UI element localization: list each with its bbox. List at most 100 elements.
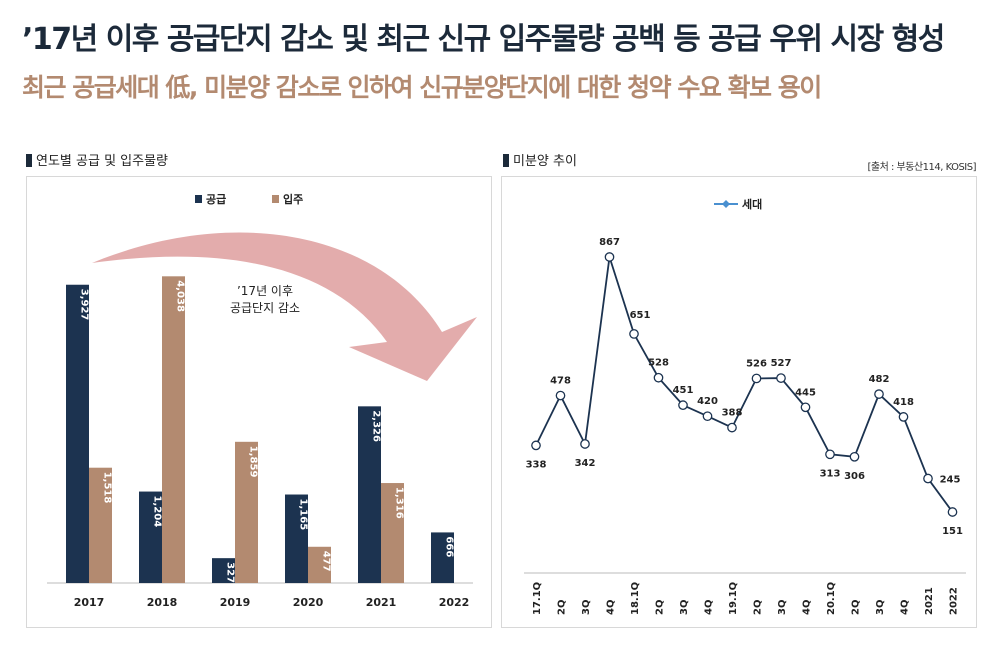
bar-supply bbox=[139, 491, 162, 583]
bar-data-label: 477 bbox=[321, 551, 332, 572]
legend-swatch-1 bbox=[272, 195, 279, 203]
data-label: 651 bbox=[630, 310, 651, 321]
title-marker bbox=[26, 154, 32, 167]
bar-data-label: 3,927 bbox=[79, 289, 90, 321]
x-tick-label: 3Q bbox=[875, 600, 886, 615]
x-tick-label: 18.1Q bbox=[630, 582, 641, 615]
bar-supply bbox=[358, 406, 381, 583]
data-label: 313 bbox=[820, 468, 841, 479]
bar-data-label: 1,859 bbox=[248, 446, 259, 478]
bar-supply bbox=[212, 558, 235, 583]
data-label: 867 bbox=[599, 237, 620, 248]
bar-movein bbox=[162, 276, 185, 583]
x-tick-label: 3Q bbox=[679, 600, 690, 615]
data-label: 151 bbox=[942, 526, 963, 537]
x-tick-label: 2017 bbox=[74, 596, 105, 609]
data-label: 338 bbox=[526, 459, 547, 470]
x-tick-label: 2020 bbox=[293, 596, 324, 609]
x-tick-label: 3Q bbox=[777, 600, 788, 615]
x-tick-label: 2Q bbox=[851, 600, 862, 615]
data-point bbox=[629, 329, 639, 339]
bar-chart-title-text: 연도별 공급 및 입주물량 bbox=[36, 154, 168, 169]
data-label: 388 bbox=[722, 408, 743, 419]
x-tick-label: 2019 bbox=[220, 596, 251, 609]
data-label: 527 bbox=[771, 358, 792, 369]
data-label: 306 bbox=[844, 471, 865, 482]
bar-supply bbox=[431, 532, 454, 583]
x-tick-label: 2018 bbox=[147, 596, 178, 609]
bar-data-label: 666 bbox=[444, 536, 455, 557]
bar-data-label: 1,316 bbox=[394, 487, 405, 519]
x-tick-label: 4Q bbox=[606, 600, 617, 615]
data-point bbox=[825, 449, 835, 460]
data-label: 245 bbox=[940, 475, 961, 486]
series-line bbox=[535, 256, 954, 513]
x-tick-label: 2022 bbox=[439, 596, 470, 609]
bar-chart-title: 연도별 공급 및 입주물량 bbox=[26, 150, 168, 169]
annotation-text: ’17년 이후 bbox=[237, 284, 293, 298]
data-point bbox=[923, 473, 933, 484]
x-tick-label: 2Q bbox=[753, 600, 764, 615]
x-tick-label: 2021 bbox=[924, 587, 935, 615]
data-point bbox=[849, 451, 860, 462]
data-point bbox=[678, 400, 688, 411]
data-point bbox=[874, 389, 884, 399]
bar-movein bbox=[235, 441, 258, 583]
trend-arrow bbox=[92, 232, 477, 381]
bar-data-label: 1,165 bbox=[298, 499, 309, 531]
data-point bbox=[604, 252, 615, 262]
x-tick-label: 2022 bbox=[949, 587, 960, 615]
bar-movein bbox=[308, 546, 331, 583]
x-tick-label: 2Q bbox=[655, 600, 666, 615]
bar-data-label: 4,038 bbox=[175, 280, 186, 312]
data-point bbox=[702, 411, 713, 422]
data-label: 451 bbox=[673, 385, 694, 396]
data-point bbox=[898, 412, 909, 422]
data-label: 478 bbox=[550, 376, 571, 387]
bar-movein bbox=[89, 467, 112, 583]
data-label: 528 bbox=[648, 358, 669, 369]
bar-data-label: 327 bbox=[225, 562, 236, 583]
data-label: 482 bbox=[869, 374, 890, 385]
bar-data-label: 1,518 bbox=[102, 472, 113, 504]
data-point bbox=[555, 390, 566, 401]
x-tick-label: 17.1Q bbox=[532, 582, 543, 615]
x-tick-label: 2021 bbox=[366, 596, 397, 609]
data-label: 342 bbox=[575, 458, 596, 469]
bar-data-label: 1,204 bbox=[152, 496, 163, 528]
x-tick-label: 2Q bbox=[557, 600, 568, 615]
page-title: ’17년 이후 공급단지 감소 및 최근 신규 입주물량 공백 등 공급 우위 … bbox=[22, 22, 945, 57]
annotation-text: 공급단지 감소 bbox=[230, 301, 300, 315]
bar-supply bbox=[66, 284, 89, 583]
x-tick-label: 4Q bbox=[900, 600, 911, 615]
data-point bbox=[751, 373, 762, 384]
data-label: 420 bbox=[697, 396, 718, 407]
bar-movein bbox=[381, 483, 404, 583]
x-tick-label: 3Q bbox=[581, 600, 592, 615]
data-label: 445 bbox=[795, 387, 816, 398]
legend-label-0: 공급 bbox=[206, 193, 226, 206]
bar-supply bbox=[285, 494, 308, 583]
x-tick-label: 4Q bbox=[704, 600, 715, 615]
legend-label-1: 입주 bbox=[283, 193, 303, 206]
bar-data-label: 2,326 bbox=[371, 410, 382, 442]
data-label: 526 bbox=[746, 358, 767, 369]
line-chart-panel: 세대 338 17.1Q 478 2Q 342 3Q 867 4Q 651 18.1Q 528 2Q 45… bbox=[501, 176, 977, 628]
legend-swatch-0 bbox=[195, 195, 202, 203]
legend-label: 세대 bbox=[742, 197, 762, 211]
page-subtitle: 최근 공급세대 低, 미분양 감소로 인하여 신규분양단지에 대한 청약 수요 … bbox=[22, 73, 822, 102]
legend-marker bbox=[722, 200, 730, 208]
x-tick-label: 19.1Q bbox=[728, 582, 739, 615]
data-point bbox=[531, 440, 541, 451]
data-label: 418 bbox=[893, 397, 914, 408]
data-point bbox=[776, 373, 786, 383]
data-point bbox=[947, 507, 958, 517]
data-point bbox=[580, 439, 590, 449]
data-point bbox=[727, 422, 737, 433]
x-tick-label: 20.1Q bbox=[826, 582, 837, 615]
data-point bbox=[653, 372, 664, 383]
data-point bbox=[800, 402, 811, 413]
line-chart-title-text: 미분양 추이 bbox=[513, 154, 577, 169]
